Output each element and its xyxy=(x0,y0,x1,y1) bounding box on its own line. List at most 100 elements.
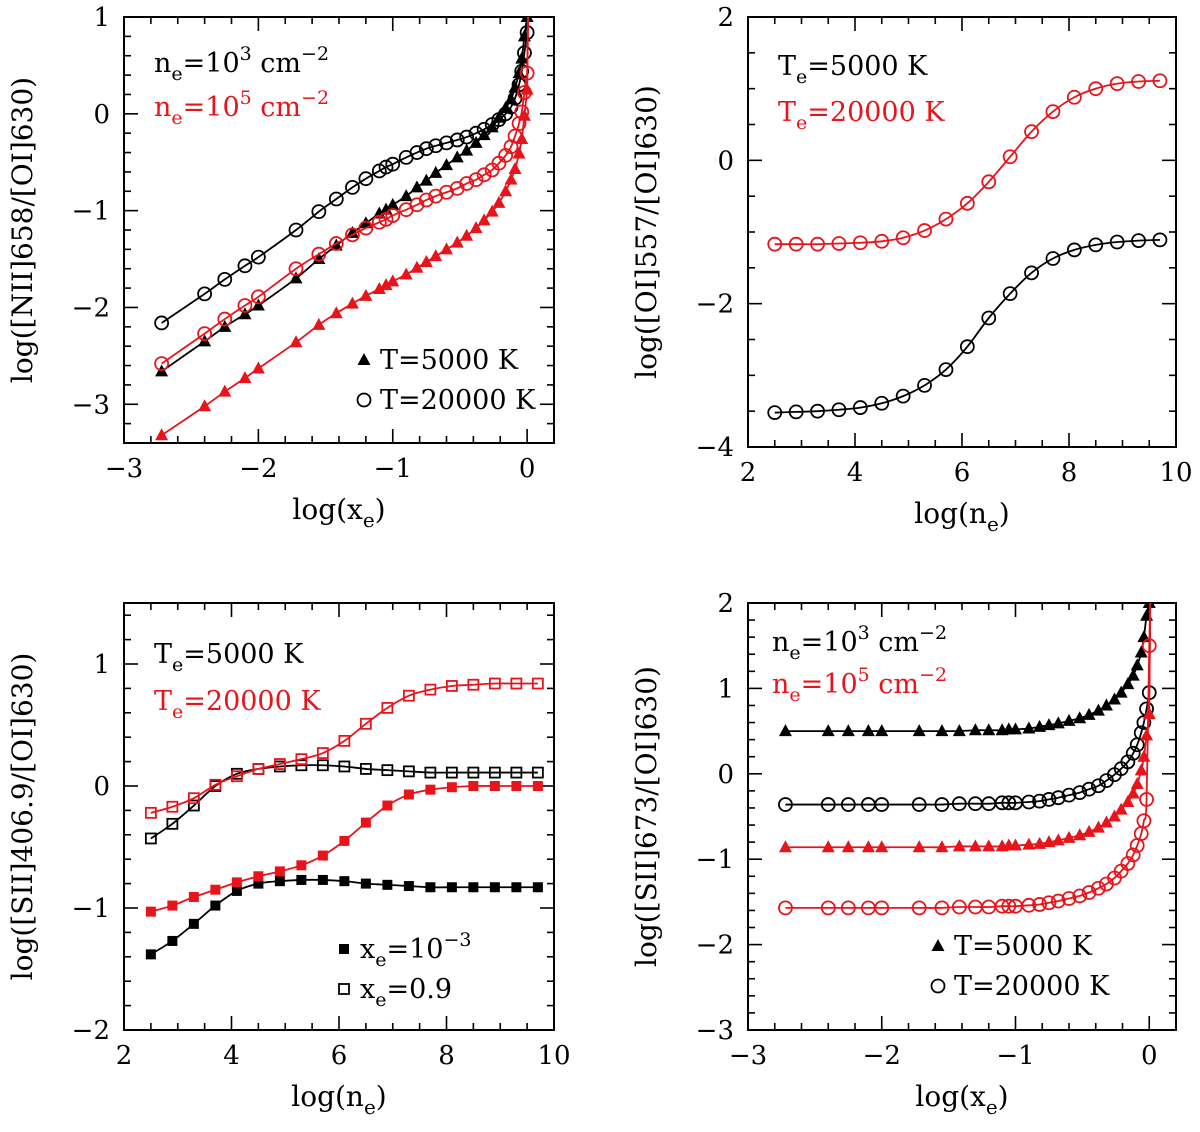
data-point xyxy=(1061,787,1077,803)
data-point xyxy=(295,759,308,772)
data-point xyxy=(468,125,484,141)
x-tick-label: −2 xyxy=(863,1041,901,1071)
legend-label: T=20000 K xyxy=(380,385,536,416)
data-point xyxy=(1099,698,1113,711)
data-point xyxy=(339,876,350,887)
data-point xyxy=(531,677,544,690)
data-point xyxy=(840,900,856,916)
data-point xyxy=(382,879,393,890)
data-point xyxy=(517,45,532,61)
data-point xyxy=(289,271,303,284)
data-point xyxy=(1130,777,1144,790)
data-point xyxy=(188,892,199,903)
data-point xyxy=(403,789,414,800)
data-point xyxy=(476,121,492,137)
data-point xyxy=(1022,837,1036,850)
x-axis-label: log(ne) xyxy=(291,1080,386,1119)
data-point xyxy=(514,104,530,120)
data-point xyxy=(251,298,265,311)
data-point xyxy=(467,678,480,691)
data-point xyxy=(1137,630,1151,643)
x-tick-label: 6 xyxy=(954,458,971,488)
data-point xyxy=(1024,124,1039,140)
data-point xyxy=(467,766,480,779)
data-point xyxy=(1021,794,1037,810)
data-point xyxy=(861,724,875,737)
data-point xyxy=(1024,265,1039,281)
data-point xyxy=(1050,790,1066,806)
data-point xyxy=(440,158,453,171)
data-point xyxy=(316,759,329,772)
y-tick-label: 0 xyxy=(717,760,734,790)
data-point xyxy=(952,724,966,737)
data-point xyxy=(1072,888,1088,904)
data-point xyxy=(359,763,372,775)
data-point xyxy=(511,781,522,791)
data-point xyxy=(968,839,982,852)
data-point xyxy=(1081,781,1097,797)
data-point xyxy=(1022,721,1036,734)
data-point xyxy=(1061,891,1077,906)
data-point xyxy=(360,878,371,889)
data-point xyxy=(386,274,400,287)
data-point xyxy=(874,797,890,812)
data-point xyxy=(981,174,997,190)
data-point xyxy=(517,85,532,100)
data-point xyxy=(428,138,444,154)
data-point xyxy=(358,220,374,236)
x-tick-label: 8 xyxy=(1061,458,1078,488)
data-point xyxy=(778,724,792,737)
data-point xyxy=(445,680,458,692)
data-point xyxy=(445,766,458,779)
data-point xyxy=(1073,828,1087,841)
data-point xyxy=(231,885,242,896)
data-point xyxy=(1009,722,1022,735)
series-line-1 xyxy=(774,79,1160,246)
data-point xyxy=(1041,792,1057,807)
data-point xyxy=(329,306,343,319)
data-point xyxy=(385,208,401,223)
y-axis-label: log([SII]406.9/[OI]630) xyxy=(6,653,39,981)
data-point xyxy=(1126,786,1140,799)
data-point xyxy=(1091,820,1105,833)
data-point xyxy=(230,770,243,783)
y-axis-label: log([NII]658/[OI]630) xyxy=(6,77,39,383)
data-point xyxy=(982,839,996,852)
data-point xyxy=(959,195,975,211)
data-point xyxy=(210,900,221,911)
data-point xyxy=(468,882,479,893)
data-point xyxy=(934,900,950,916)
data-point xyxy=(504,172,518,185)
series-line-1 xyxy=(161,17,530,324)
data-point xyxy=(476,167,492,183)
x-tick-label: 4 xyxy=(223,1041,240,1071)
data-point xyxy=(339,835,350,846)
data-point xyxy=(167,935,178,946)
data-point xyxy=(288,261,304,277)
data-point xyxy=(1130,658,1144,671)
data-point xyxy=(250,289,266,305)
data-point xyxy=(981,310,997,326)
data-point xyxy=(1042,835,1056,848)
data-point xyxy=(359,288,373,301)
data-point xyxy=(1125,745,1141,761)
annotation-black: ne=103 cm−2 xyxy=(772,622,947,664)
data-point xyxy=(1062,713,1076,726)
legend-label: T=20000 K xyxy=(954,971,1110,1002)
x-tick-label: −1 xyxy=(996,1041,1034,1071)
data-point xyxy=(968,723,982,736)
data-point xyxy=(831,402,847,418)
data-point xyxy=(1131,233,1146,249)
legend-label: T=5000 K xyxy=(380,345,519,376)
data-point xyxy=(821,724,835,737)
data-point xyxy=(460,143,474,156)
data-point xyxy=(379,202,393,215)
data-point xyxy=(778,840,792,853)
annotation-red: Te=20000 K xyxy=(154,686,321,723)
x-tick-label: −1 xyxy=(374,454,412,484)
data-point xyxy=(274,866,285,877)
x-axis-label: log(ne) xyxy=(914,497,1009,536)
data-point xyxy=(511,882,522,893)
data-point xyxy=(372,282,386,295)
annotation-red: Te=20000 K xyxy=(778,97,945,134)
